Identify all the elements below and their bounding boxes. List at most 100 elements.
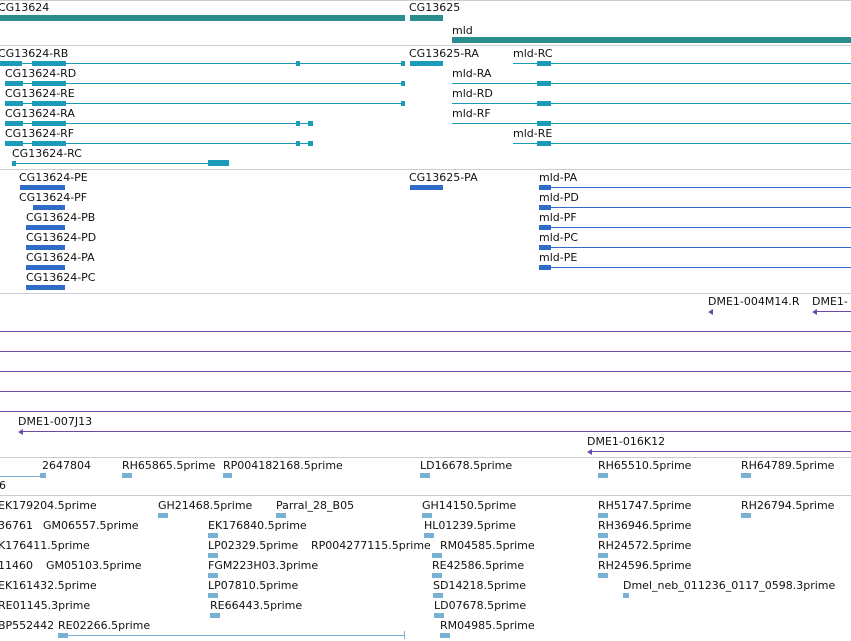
contig-feature[interactable] xyxy=(0,351,851,352)
contig-feature[interactable] xyxy=(0,331,851,332)
track-divider xyxy=(0,169,851,170)
est-feature[interactable] xyxy=(424,533,434,538)
transcript-exon[interactable] xyxy=(32,61,66,66)
est-feature[interactable] xyxy=(598,513,608,518)
est-feature[interactable] xyxy=(40,473,46,478)
feature-label: LP02329.5prime xyxy=(208,539,299,552)
est-feature[interactable] xyxy=(433,593,443,598)
transcript-intron xyxy=(513,143,851,144)
feature-label: DME1-007J13 xyxy=(18,415,93,428)
est-feature[interactable] xyxy=(598,473,608,478)
transcript-exon[interactable] xyxy=(32,101,66,106)
gene-feature[interactable] xyxy=(410,15,443,21)
protein-feature[interactable] xyxy=(26,225,65,230)
protein-feature[interactable] xyxy=(539,265,551,270)
transcript-exon[interactable] xyxy=(410,61,443,66)
gene-feature[interactable] xyxy=(452,37,851,43)
transcript-exon[interactable] xyxy=(5,101,23,106)
contig-feature[interactable] xyxy=(20,431,851,432)
transcript-exon[interactable] xyxy=(0,61,22,66)
est-feature[interactable] xyxy=(440,633,450,638)
gene-feature[interactable] xyxy=(0,15,405,21)
est-feature[interactable] xyxy=(598,573,608,578)
protein-intron xyxy=(539,187,851,188)
transcript-exon[interactable] xyxy=(537,61,551,66)
protein-feature[interactable] xyxy=(33,205,65,210)
est-feature[interactable] xyxy=(58,633,68,638)
contig-feature[interactable] xyxy=(589,451,851,452)
protein-feature[interactable] xyxy=(20,185,65,190)
est-feature[interactable] xyxy=(420,473,430,478)
transcript-exon[interactable] xyxy=(296,61,300,66)
est-feature[interactable] xyxy=(598,533,608,538)
transcript-exon[interactable] xyxy=(208,160,229,166)
est-feature[interactable] xyxy=(158,513,168,518)
feature-label: CG13624-PE xyxy=(19,171,88,184)
est-feature[interactable] xyxy=(210,613,220,618)
transcript-exon[interactable] xyxy=(296,141,300,146)
feature-label: RM04985.5prime xyxy=(440,619,535,632)
transcript-exon[interactable] xyxy=(308,141,313,146)
transcript-exon[interactable] xyxy=(32,121,66,126)
transcript-exon[interactable] xyxy=(401,61,405,66)
transcript-exon[interactable] xyxy=(537,121,551,126)
protein-feature[interactable] xyxy=(539,205,551,210)
transcript-exon[interactable] xyxy=(5,141,23,146)
contig-feature[interactable] xyxy=(0,371,851,372)
feature-label: DME1-004M14.R xyxy=(708,295,800,308)
protein-feature[interactable] xyxy=(26,245,65,250)
contig-feature[interactable] xyxy=(814,311,851,312)
est-feature[interactable] xyxy=(598,553,608,558)
est-feature[interactable] xyxy=(208,533,218,538)
track-divider xyxy=(0,45,851,46)
feature-label: EK161432.5prime xyxy=(0,579,97,592)
feature-label: RH65865.5prime xyxy=(122,459,216,472)
transcript-exon[interactable] xyxy=(401,101,405,106)
est-feature[interactable] xyxy=(741,513,751,518)
est-feature[interactable] xyxy=(432,553,442,558)
protein-feature[interactable] xyxy=(539,185,551,190)
est-feature[interactable] xyxy=(276,513,286,518)
transcript-exon[interactable] xyxy=(537,101,551,106)
transcript-exon[interactable] xyxy=(32,81,66,86)
protein-feature[interactable] xyxy=(26,285,65,290)
transcript-exon[interactable] xyxy=(12,161,16,166)
protein-feature[interactable] xyxy=(539,245,551,250)
transcript-exon[interactable] xyxy=(5,121,23,126)
feature-label: HL01239.5prime xyxy=(424,519,516,532)
track-divider xyxy=(0,457,851,458)
est-feature[interactable] xyxy=(223,473,232,478)
est-feature[interactable] xyxy=(434,613,444,618)
est-feature[interactable] xyxy=(422,513,432,518)
feature-label: SD14218.5prime xyxy=(433,579,526,592)
feature-label: mld-PD xyxy=(539,191,579,204)
transcript-exon[interactable] xyxy=(5,81,23,86)
transcript-exon[interactable] xyxy=(401,81,405,86)
protein-feature[interactable] xyxy=(26,265,65,270)
est-feature[interactable] xyxy=(741,473,751,478)
feature-label: RH65510.5prime xyxy=(598,459,692,472)
est-feature[interactable] xyxy=(208,593,218,598)
protein-feature[interactable] xyxy=(539,225,551,230)
transcript-exon[interactable] xyxy=(537,81,551,86)
feature-label: 36761 xyxy=(0,519,33,532)
est-feature[interactable] xyxy=(623,593,629,598)
feature-label: K176411.5prime xyxy=(0,539,90,552)
est-feature[interactable] xyxy=(432,573,442,578)
est-feature[interactable] xyxy=(208,553,218,558)
transcript-exon[interactable] xyxy=(537,141,551,146)
feature-label: RE02266.5prime xyxy=(58,619,151,632)
contig-feature[interactable] xyxy=(0,411,851,412)
feature-label: mld-RD xyxy=(452,87,493,100)
est-feature[interactable] xyxy=(208,573,218,578)
feature-label: CG13624-RD xyxy=(5,67,77,80)
transcript-exon[interactable] xyxy=(296,121,300,126)
transcript-exon[interactable] xyxy=(308,121,313,126)
protein-feature[interactable] xyxy=(410,185,443,190)
est-feature[interactable] xyxy=(404,631,405,639)
feature-label: CG13624-PC xyxy=(26,271,96,284)
transcript-exon[interactable] xyxy=(32,141,66,146)
est-feature[interactable] xyxy=(122,473,132,478)
feature-label: CG13624-RC xyxy=(12,147,82,160)
contig-feature[interactable] xyxy=(0,391,851,392)
